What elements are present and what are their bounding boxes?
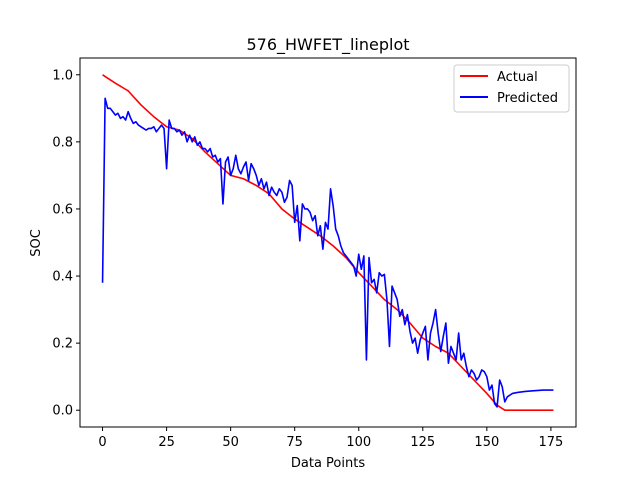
legend: Actual Predicted	[453, 64, 570, 113]
y-tick-label: 1.0	[52, 68, 73, 83]
y-axis-label: SOC	[29, 229, 44, 257]
x-axis-label: Data Points	[291, 456, 365, 471]
x-tick-label: 0	[98, 435, 106, 450]
plot-frame	[79, 57, 577, 428]
x-tick-label: 25	[158, 435, 175, 450]
x-tick-label: 50	[222, 435, 239, 450]
y-tick-label: 0.6	[52, 202, 73, 217]
y-tick-label: 0.4	[52, 270, 73, 285]
plot-area	[101, 74, 554, 412]
chart-title: 576_HWFET_lineplot	[246, 35, 409, 55]
legend-label-predicted: Predicted	[497, 91, 558, 106]
x-tick-label: 100	[346, 435, 371, 450]
x-tick-label: 175	[538, 435, 563, 450]
legend-label-actual: Actual	[497, 70, 538, 85]
y-tick-label: 0.8	[52, 135, 73, 150]
x-tick-label: 125	[410, 435, 435, 450]
x-axis: 0 25 50 75 100 125 150 175	[98, 427, 563, 450]
x-tick-label: 150	[474, 435, 499, 450]
x-tick-label: 75	[286, 435, 303, 450]
series-line-predicted	[101, 97, 554, 408]
y-axis: 0.0 0.2 0.4 0.6 0.8 1.0	[52, 68, 80, 419]
y-tick-label: 0.2	[52, 337, 73, 352]
y-tick-label: 0.0	[52, 404, 73, 419]
